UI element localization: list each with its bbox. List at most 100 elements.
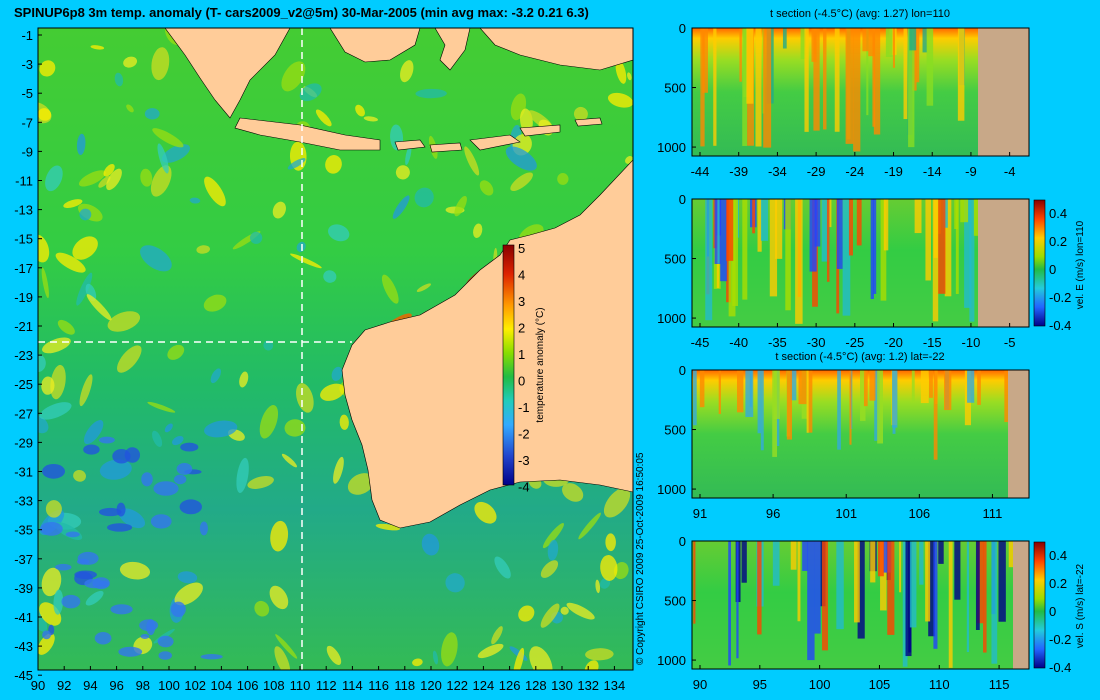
lon-tick-label: 94 — [83, 678, 97, 693]
anomaly-eddy — [578, 512, 602, 540]
anomaly-eddy — [254, 600, 270, 617]
section-feature — [948, 541, 953, 668]
anomaly-eddy — [157, 143, 169, 174]
x-tick-label: 115 — [989, 677, 1010, 692]
y-tick-label: 1000 — [657, 140, 686, 155]
anomaly-eddy — [204, 176, 226, 207]
anomaly-eddy — [263, 340, 274, 351]
anomaly-eddy — [98, 176, 111, 188]
cold-anomaly — [98, 507, 122, 517]
section-feature — [726, 199, 734, 261]
colorbar-tick: 0.4 — [1049, 548, 1067, 563]
anomaly-eddy — [505, 146, 537, 171]
anomaly-eddy — [595, 579, 601, 594]
section-feature — [757, 199, 762, 252]
section-feature — [798, 370, 807, 405]
section-feature — [860, 370, 866, 421]
panel-2-land — [978, 199, 1029, 327]
anomaly-eddy — [53, 589, 64, 615]
x-tick-label: 105 — [869, 677, 891, 692]
lat-tick-label: -35 — [14, 523, 33, 538]
y-tick-label: 500 — [664, 81, 686, 96]
anomaly-eddy — [189, 197, 201, 204]
section-feature — [826, 199, 830, 282]
lon-tick-label: 100 — [158, 678, 180, 693]
anomaly-eddy — [454, 195, 467, 217]
colorbar-tick: -0.4 — [1049, 660, 1071, 675]
lon-tick-label: 128 — [525, 678, 547, 693]
cold-anomaly — [174, 474, 187, 485]
x-tick-label: 106 — [908, 506, 930, 521]
section-feature — [763, 28, 772, 148]
section-feature — [821, 199, 830, 262]
panel-3-plot — [692, 370, 1029, 498]
section-feature — [814, 541, 821, 634]
x-tick-label: -14 — [923, 164, 942, 179]
section-feature — [892, 28, 895, 68]
cold-anomaly — [98, 436, 115, 444]
section-feature — [912, 28, 917, 91]
anomaly-eddy — [615, 59, 627, 84]
section-feature — [964, 199, 972, 308]
section-feature — [867, 28, 875, 57]
cold-anomaly — [140, 634, 150, 639]
anomaly-eddy — [272, 201, 286, 219]
section-feature — [834, 28, 840, 132]
anomaly-eddy — [600, 555, 618, 581]
cold-anomaly — [199, 521, 209, 536]
anomaly-eddy — [415, 88, 447, 99]
colorbar-tick: 0 — [1049, 604, 1056, 619]
anomaly-eddy — [518, 605, 535, 622]
anomaly-eddy — [50, 364, 66, 400]
map-plot-area — [38, 28, 633, 670]
cold-anomaly — [170, 601, 186, 617]
section-feature — [845, 28, 854, 144]
section-feature — [836, 541, 844, 630]
x-tick-label: 111 — [983, 506, 1003, 521]
cold-anomaly — [55, 563, 72, 571]
section-feature — [853, 28, 861, 152]
anomaly-eddy — [76, 133, 86, 156]
anomaly-eddy — [123, 56, 138, 68]
lon-tick-label: 122 — [446, 678, 468, 693]
lat-tick-label: -11 — [15, 174, 33, 189]
y-tick-label: 1000 — [657, 482, 686, 497]
section-feature — [848, 199, 853, 256]
anomaly-eddy — [603, 487, 631, 518]
x-tick-label: -20 — [884, 335, 903, 350]
x-tick-label: -30 — [807, 335, 826, 350]
section-feature — [938, 541, 944, 564]
section-feature — [742, 199, 748, 300]
anomaly-eddy — [76, 272, 93, 306]
anomaly-eddy — [147, 401, 176, 413]
anomaly-eddy — [161, 144, 191, 163]
anomaly-eddy — [315, 109, 332, 127]
anomaly-eddy — [172, 436, 184, 446]
cold-anomaly — [61, 594, 81, 609]
map-colorbar-gradient — [502, 244, 515, 486]
section-feature — [967, 370, 975, 403]
section-feature — [862, 28, 869, 52]
section-feature — [772, 541, 780, 586]
anomaly-eddy — [39, 402, 72, 420]
section-feature — [873, 28, 881, 135]
colorbar-tick: 0.2 — [1049, 576, 1067, 591]
anomaly-eddy — [585, 648, 614, 661]
x-tick-label: -19 — [884, 164, 903, 179]
anomaly-eddy — [479, 180, 494, 196]
section-feature — [877, 541, 884, 577]
anomaly-eddy — [547, 539, 559, 561]
lat-tick-label: -41 — [14, 610, 33, 625]
cold-anomaly — [116, 502, 126, 517]
section-feature — [797, 541, 801, 622]
section-feature — [880, 199, 887, 301]
anomaly-eddy — [421, 533, 440, 556]
lon-tick-label: 132 — [577, 678, 599, 693]
panel-2-plot — [692, 199, 1029, 327]
lat-tick-label: -33 — [14, 494, 33, 509]
anomaly-eddy — [566, 602, 595, 620]
x-tick-label: -39 — [729, 164, 748, 179]
section-feature — [699, 370, 705, 408]
anomaly-eddy — [296, 383, 314, 413]
anomaly-eddy — [557, 173, 569, 185]
